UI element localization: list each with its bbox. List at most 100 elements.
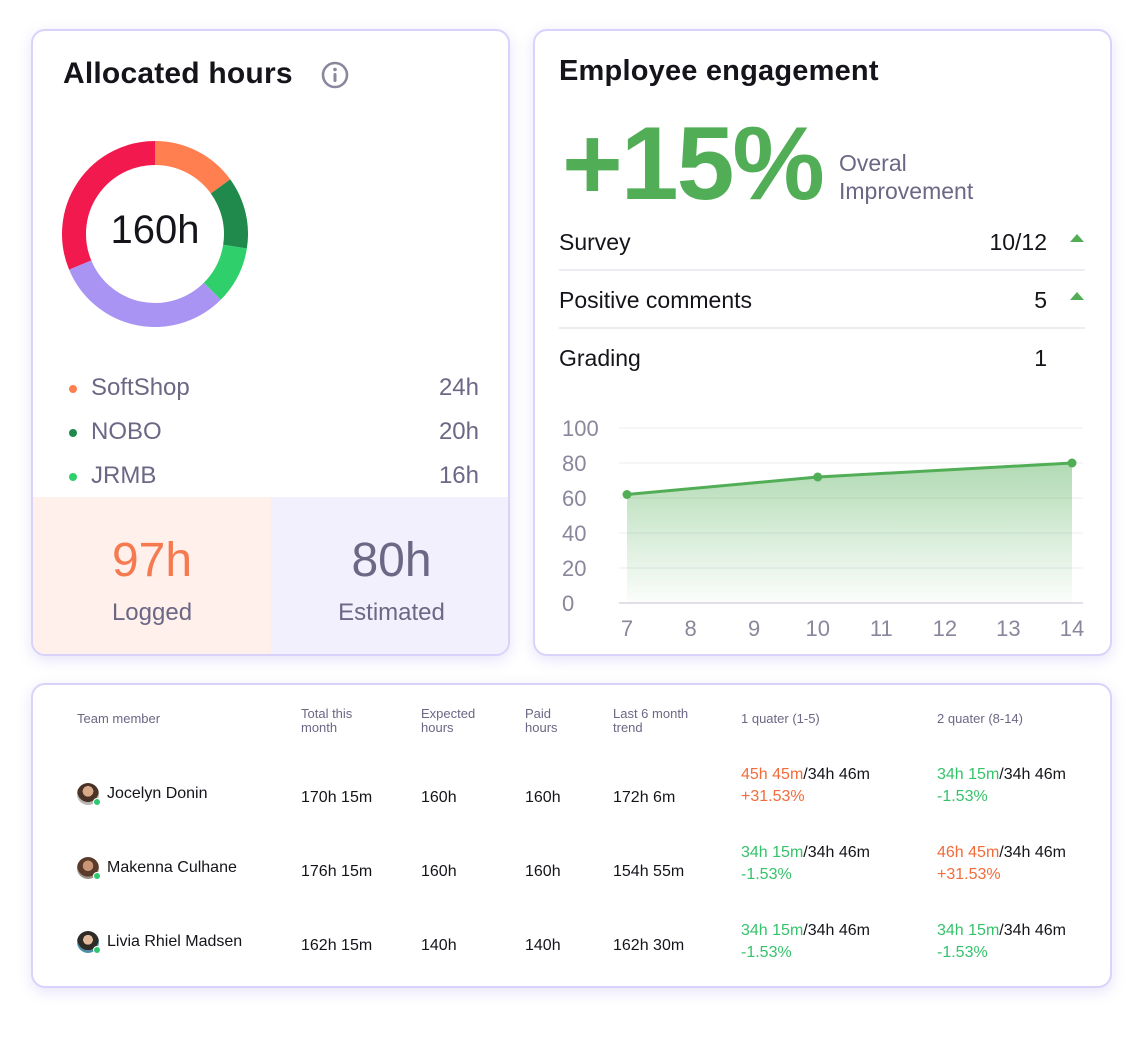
legend-value: 16h	[438, 462, 479, 489]
header-team-member: Team member	[77, 711, 161, 726]
legend-item-jrmb[interactable]: JRMB 16h	[69, 460, 479, 492]
logged-stat: 97h Logged	[33, 497, 271, 654]
metric-row-survey[interactable]: Survey 10/12	[559, 213, 1085, 271]
header-expected-hours: Expected hours	[421, 707, 475, 735]
header-line: hours	[525, 720, 558, 735]
donut-segment[interactable]	[69, 260, 221, 327]
avatar	[77, 857, 101, 880]
paid-hours: 160h	[525, 863, 561, 880]
y-tick-label: 80	[562, 451, 586, 476]
metric-value: 5	[1034, 287, 1047, 313]
legend-item-softshop[interactable]: SoftShop 24h	[69, 372, 479, 404]
y-tick-label: 20	[562, 556, 586, 581]
donut-segment[interactable]	[154, 141, 231, 194]
q1-actual: 34h 15m	[741, 844, 804, 861]
metric-value: 1	[1034, 345, 1047, 371]
member-name: Jocelyn Donin	[107, 785, 208, 802]
improvement-subtitle: Overal Improvement	[839, 149, 973, 205]
q1-target: /34h 46m	[803, 922, 870, 939]
q2-target: /34h 46m	[999, 766, 1066, 783]
online-status-icon	[93, 798, 101, 806]
legend-dot-icon	[69, 385, 77, 393]
header-line: Last 6 month	[613, 706, 689, 721]
team-hours-table: Team member Total this month Expected ho…	[31, 683, 1112, 988]
donut-segment[interactable]	[203, 244, 247, 300]
q2-actual: 34h 15m	[937, 766, 1000, 783]
q1-percent: -1.53%	[741, 866, 792, 883]
estimated-label: Estimated	[338, 599, 445, 626]
x-tick-label: 7	[621, 616, 633, 641]
q2-percent: +31.53%	[937, 866, 1001, 883]
x-tick-label: 8	[684, 616, 696, 641]
legend-dot-icon	[69, 473, 77, 481]
metric-row-positive-comments[interactable]: Positive comments 5	[559, 271, 1085, 329]
chart-area-fill	[627, 463, 1072, 603]
q2-percent: -1.53%	[937, 788, 988, 805]
y-tick-label: 0	[562, 591, 574, 616]
allocated-hours-donut	[62, 141, 248, 327]
estimated-value: 80h	[351, 534, 432, 587]
logged-label: Logged	[111, 599, 193, 626]
triangle-up-icon	[1070, 292, 1084, 300]
table-row[interactable]: Livia Rhiel Madsen 162h 15m 140h 140h 16…	[33, 919, 1110, 986]
header-paid-hours: Paid hours	[525, 707, 558, 735]
table-row[interactable]: Jocelyn Donin 170h 15m 160h 160h 172h 6m…	[33, 763, 1110, 837]
donut-segment[interactable]	[210, 179, 248, 249]
q2-value: 34h 15m/34h 46m	[937, 920, 1066, 942]
q2-target: /34h 46m	[999, 922, 1066, 939]
q2-value: 34h 15m/34h 46m	[937, 764, 1066, 786]
q2-value: 46h 45m/34h 46m	[937, 842, 1066, 864]
employee-engagement-card: Employee engagement +15% Overal Improvem…	[533, 29, 1112, 656]
header-line: Paid	[525, 706, 552, 721]
header-total-this-month: Total this month	[301, 707, 352, 735]
metric-label: Positive comments	[559, 287, 753, 313]
member-name: Makenna Culhane	[107, 859, 237, 876]
q1-actual: 34h 15m	[741, 922, 804, 939]
q1-value: 45h 45m/34h 46m	[741, 764, 870, 786]
header-line: hours	[421, 720, 454, 735]
logged-value: 97h	[111, 534, 193, 587]
chart-data-point[interactable]	[813, 472, 823, 482]
info-icon[interactable]	[320, 60, 350, 90]
table-row[interactable]: Makenna Culhane 176h 15m 160h 160h 154h …	[33, 841, 1110, 915]
trend-value: 162h 30m	[613, 937, 685, 954]
avatar	[77, 931, 101, 954]
total-this-month: 176h 15m	[301, 863, 373, 880]
x-tick-label: 11	[870, 616, 893, 641]
y-tick-label: 100	[562, 416, 599, 441]
legend-value: 24h	[438, 374, 479, 401]
q1-percent: +31.53%	[741, 788, 805, 805]
header-line: Expected	[421, 706, 476, 721]
online-status-icon	[93, 946, 101, 954]
q2-actual: 46h 45m	[937, 844, 1000, 861]
q1-target: /34h 46m	[803, 766, 870, 783]
legend-label: NOBO	[91, 418, 162, 445]
q1-target: /34h 46m	[803, 844, 870, 861]
chart-data-point[interactable]	[1067, 458, 1077, 468]
legend-label: SoftShop	[91, 374, 190, 401]
chart-data-point[interactable]	[622, 490, 632, 499]
q1-value: 34h 15m/34h 46m	[741, 842, 870, 864]
member-name: Livia Rhiel Madsen	[107, 933, 243, 950]
donut-segment[interactable]	[62, 141, 156, 270]
triangle-up-icon	[1070, 234, 1084, 242]
q2-actual: 34h 15m	[937, 922, 1000, 939]
improvement-percentage: +15%	[562, 106, 825, 222]
x-tick-label: 12	[933, 616, 957, 641]
expected-hours: 160h	[421, 789, 457, 806]
engagement-area-chart: 100 80 60 40 20 0 7 8 9 10 11 12 13 14	[562, 416, 1084, 641]
legend-item-nobo[interactable]: NOBO 20h	[69, 416, 479, 448]
metric-label: Survey	[559, 229, 631, 255]
avatar	[77, 783, 101, 806]
header-last-6-month-trend: Last 6 month trend	[613, 707, 688, 735]
header-line: Total this	[301, 706, 353, 721]
allocated-hours-card: Allocated hours 160h SoftShop 24h NOBO 2…	[31, 29, 510, 656]
metric-row-grading[interactable]: Grading 1	[559, 329, 1085, 387]
q2-percent: -1.53%	[937, 944, 988, 961]
expected-hours: 140h	[421, 937, 457, 954]
header-1-quarter: 1 quater (1-5)	[741, 711, 820, 726]
expected-hours: 160h	[421, 863, 457, 880]
metric-value: 10/12	[989, 229, 1047, 255]
header-2-quarter: 2 quater (8-14)	[937, 711, 1023, 726]
x-tick-label: 13	[996, 616, 1020, 641]
